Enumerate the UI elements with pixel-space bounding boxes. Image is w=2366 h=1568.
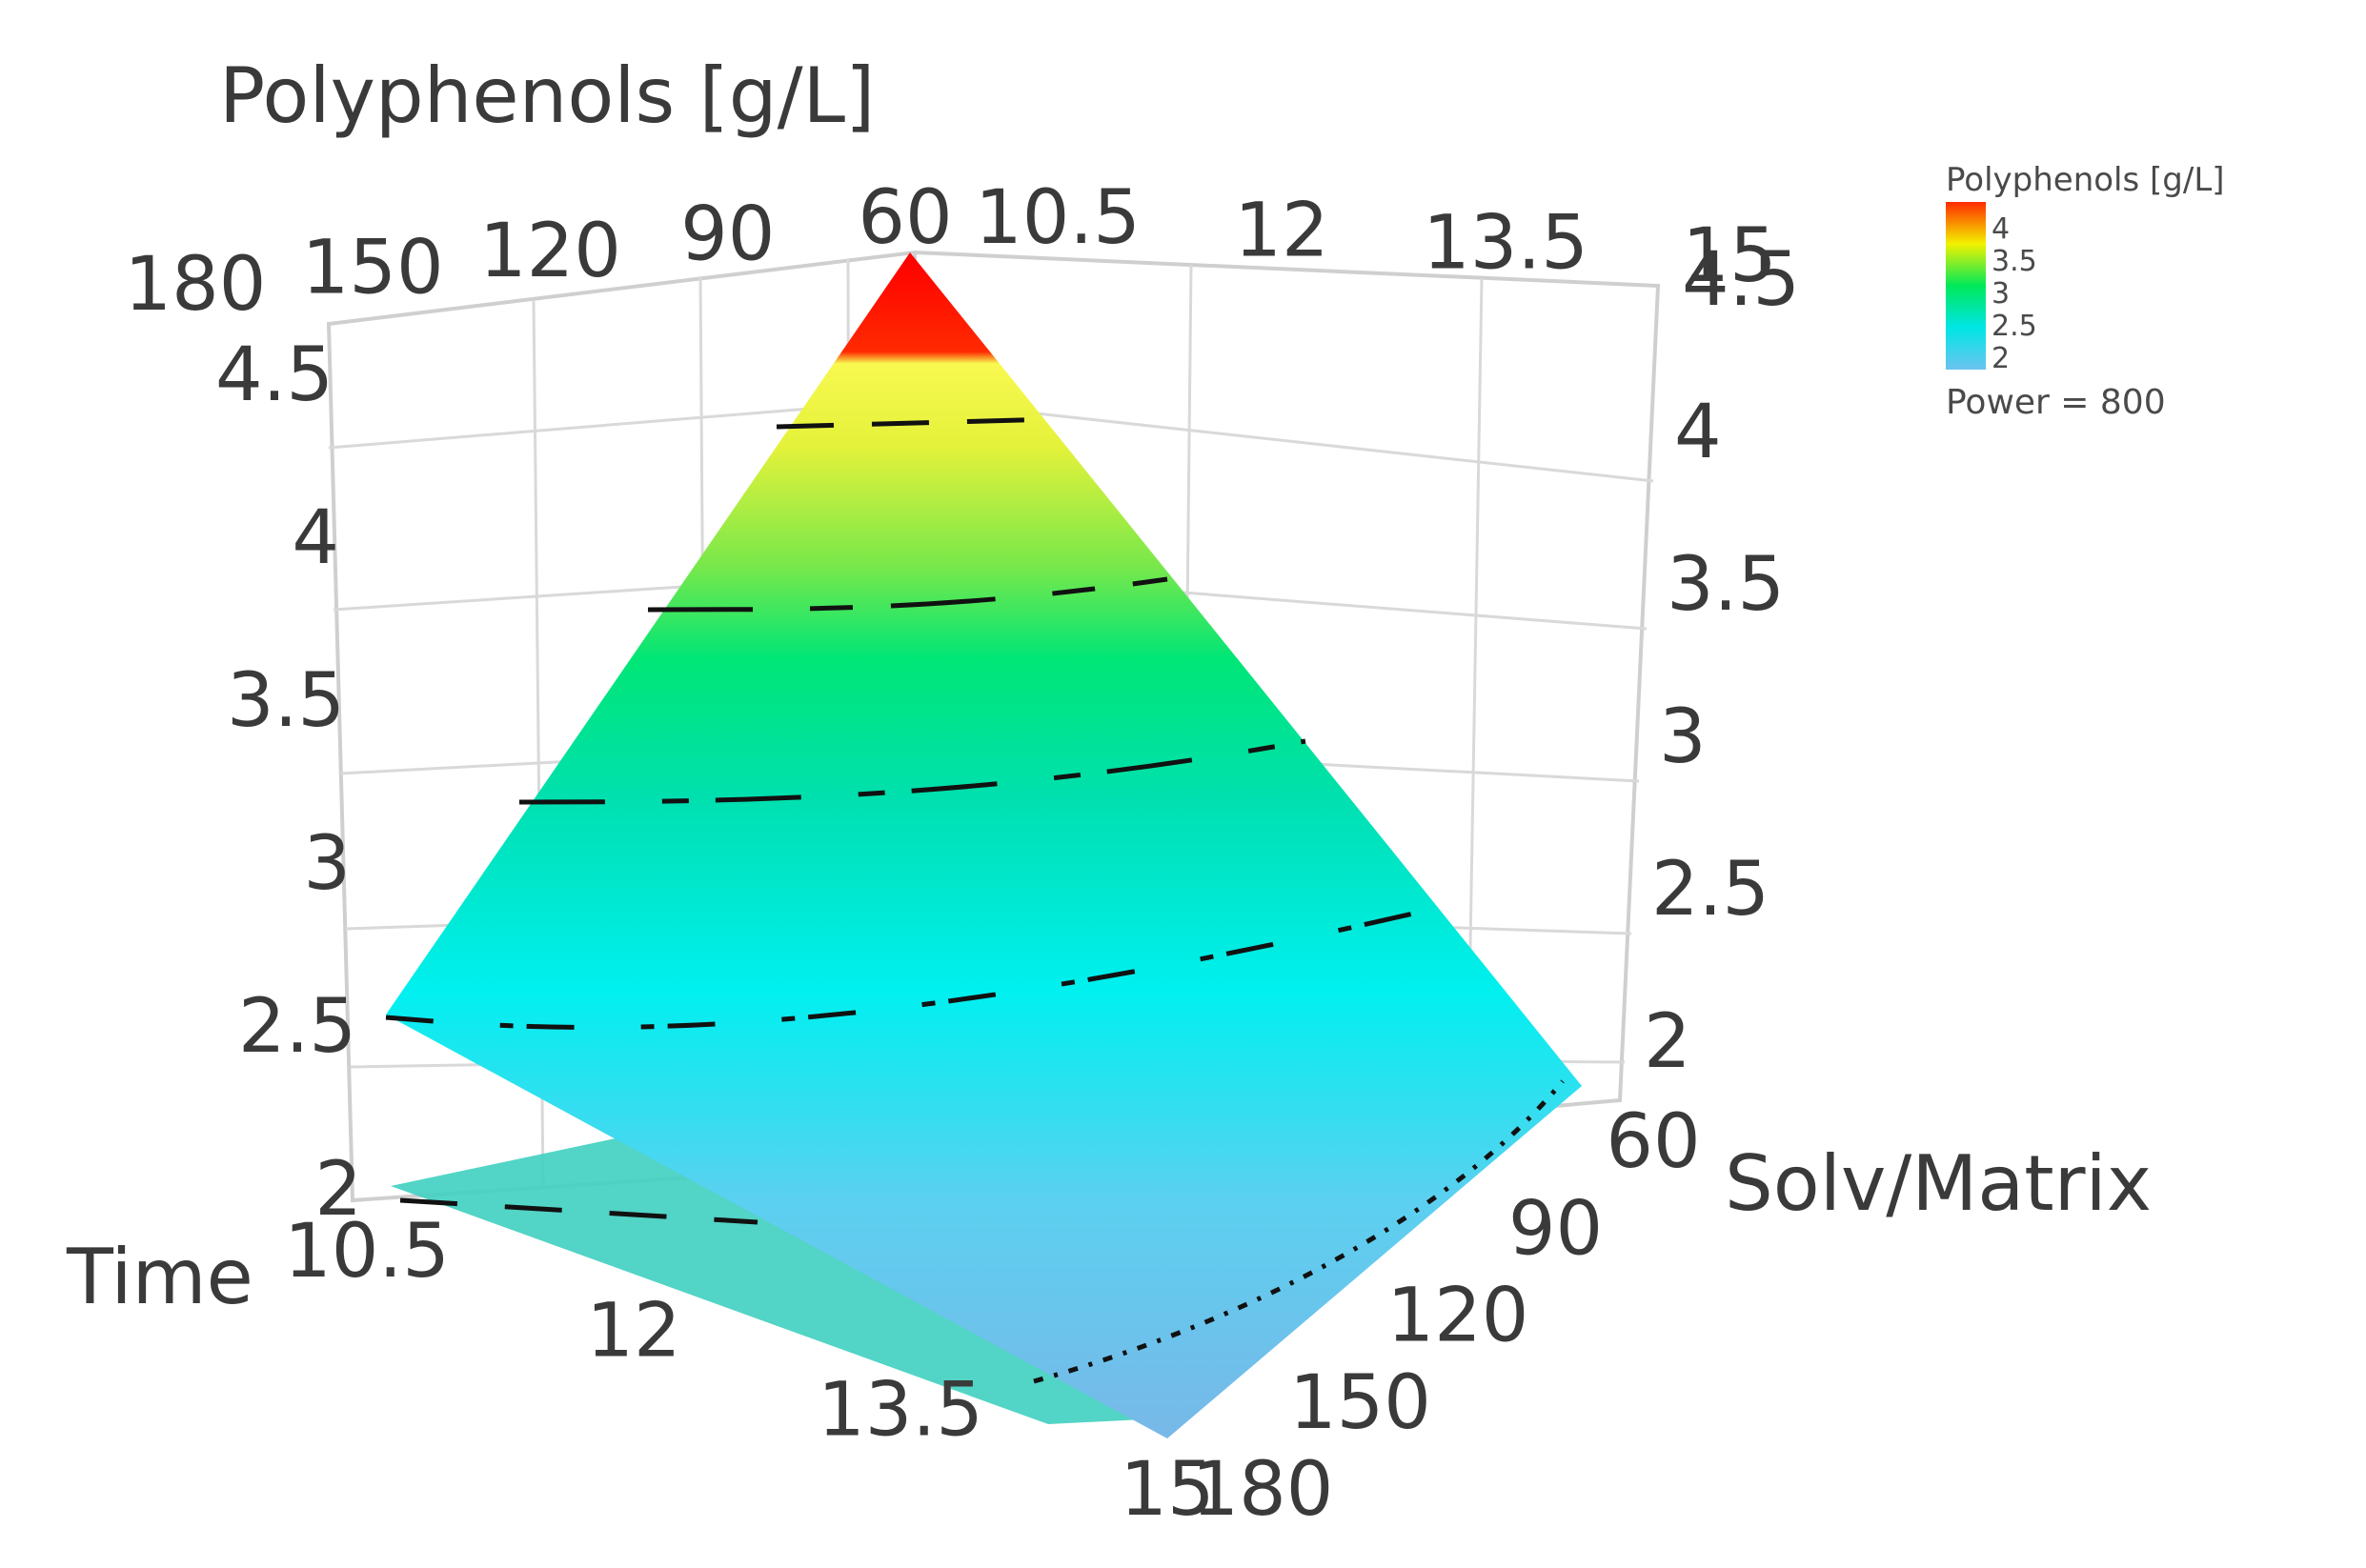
top-solv-tick: 150 bbox=[302, 226, 444, 312]
bottom-solv-tick: 60 bbox=[1606, 1099, 1700, 1185]
bottom-time-tick: 10.5 bbox=[284, 1209, 450, 1295]
contour-line-3 bbox=[518, 738, 1306, 805]
bottom-time-tick: 15 bbox=[1120, 1447, 1214, 1533]
bottom-solv-tick: 90 bbox=[1508, 1186, 1603, 1272]
top-time-tick: 15 bbox=[1682, 213, 1776, 299]
bottom-solv-tick: 150 bbox=[1289, 1360, 1431, 1446]
z-axis-title: Polyphenols [g/L] bbox=[219, 51, 875, 140]
bottom-solv-tick: 120 bbox=[1387, 1274, 1529, 1359]
right-z-tick: 4 bbox=[1674, 390, 1722, 475]
legend-power-note: Power = 800 bbox=[1946, 383, 2166, 422]
color-legend: Polyphenols [g/L] 43.532.52 Power = 800 bbox=[1946, 161, 2225, 422]
right-z-tick: 3.5 bbox=[1667, 542, 1785, 628]
top-time-tick: 13.5 bbox=[1423, 201, 1588, 287]
legend-tick-label: 3.5 bbox=[1992, 245, 2037, 278]
right-z-tick: 4.5 bbox=[1682, 237, 1800, 323]
legend-ticks: 43.532.52 bbox=[1992, 212, 2037, 375]
legend-colorbar bbox=[1946, 202, 1986, 370]
legend-tick-label: 4 bbox=[1992, 212, 2010, 246]
surface-main bbox=[386, 252, 1582, 1438]
top-solv-ticks: 180 150 120 90 60 bbox=[125, 175, 953, 328]
left-z-ticks: 2 2.5 3 3.5 4 4.5 bbox=[215, 332, 362, 1233]
left-z-tick: 3.5 bbox=[227, 658, 345, 744]
contour-line-3-5 bbox=[647, 576, 1168, 613]
right-z-tick: 3 bbox=[1659, 694, 1707, 780]
contour-lines bbox=[385, 416, 1565, 1384]
legend-tick-label: 2.5 bbox=[1992, 310, 2037, 343]
left-z-tick: 4.5 bbox=[215, 332, 334, 418]
legend-title: Polyphenols [g/L] bbox=[1946, 161, 2225, 199]
bottom-solv-tick: 180 bbox=[1192, 1447, 1334, 1533]
response-surface bbox=[386, 252, 1582, 1438]
y-axis-title: Solv/Matrix bbox=[1725, 1139, 2152, 1228]
bottom-time-tick: 12 bbox=[586, 1288, 680, 1374]
legend-tick-label: 3 bbox=[1992, 277, 2010, 311]
bottom-time-tick: 13.5 bbox=[818, 1368, 983, 1454]
contour-line-4 bbox=[776, 416, 1054, 430]
x-axis-title: Time bbox=[66, 1233, 253, 1321]
left-z-tick: 2 bbox=[314, 1147, 362, 1233]
right-z-tick: 2.5 bbox=[1651, 847, 1769, 933]
top-time-tick: 12 bbox=[1234, 188, 1328, 273]
bottom-time-ticks: 10.5 12 13.5 15 bbox=[284, 1209, 1214, 1533]
top-solv-tick: 90 bbox=[680, 192, 775, 278]
top-time-tick: 10.5 bbox=[975, 175, 1141, 261]
left-z-tick: 4 bbox=[292, 495, 339, 581]
legend-tick-label: 2 bbox=[1992, 342, 2010, 375]
top-solv-tick: 180 bbox=[125, 242, 267, 328]
left-z-tick: 3 bbox=[303, 821, 351, 907]
left-z-tick: 2.5 bbox=[238, 984, 356, 1070]
top-time-ticks: 10.5 12 13.5 15 bbox=[975, 175, 1776, 299]
top-solv-tick: 60 bbox=[858, 175, 952, 261]
right-z-tick: 2 bbox=[1644, 999, 1691, 1085]
right-z-ticks: 2 2.5 3 3.5 4 4.5 bbox=[1644, 237, 1800, 1085]
top-solv-tick: 120 bbox=[479, 209, 621, 294]
